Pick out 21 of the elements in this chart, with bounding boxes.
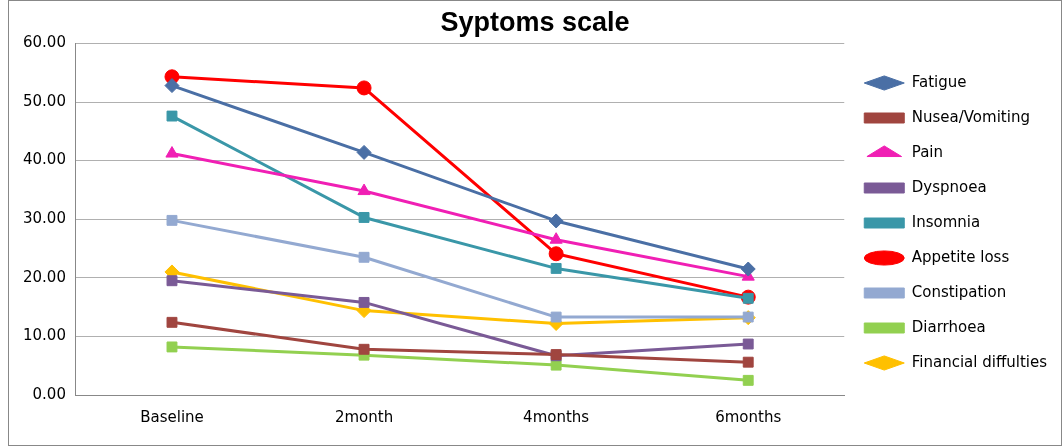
x-tick-label: 4months bbox=[523, 407, 590, 426]
legend-label: Dyspnoea bbox=[911, 177, 987, 196]
legend-label: Insomnia bbox=[911, 212, 981, 231]
y-tick-label: 10.00 bbox=[22, 326, 66, 345]
chart-title: Syptoms scale bbox=[440, 6, 630, 37]
y-tick-label: 30.00 bbox=[22, 209, 66, 228]
y-tick-label: 40.00 bbox=[22, 150, 66, 169]
y-tick-label: 0.00 bbox=[32, 384, 66, 403]
y-tick-label: 50.00 bbox=[22, 91, 66, 110]
x-tick-label: Baseline bbox=[140, 407, 204, 426]
legend-label: Financial diffulties bbox=[911, 352, 1048, 371]
y-tick-label: 20.00 bbox=[22, 267, 66, 286]
x-tick-label: 6months bbox=[715, 407, 782, 426]
legend-label: Appetite loss bbox=[911, 247, 1010, 266]
legend-label: Fatigue bbox=[911, 72, 967, 91]
y-tick-label: 60.00 bbox=[22, 33, 66, 52]
legend-label: Diarrhoea bbox=[911, 317, 986, 336]
legend-label: Pain bbox=[911, 142, 944, 161]
legend-label: Constipation bbox=[911, 282, 1007, 301]
x-tick-label: 2month bbox=[334, 407, 394, 426]
legend-label: Nusea/Vomiting bbox=[911, 107, 1030, 126]
